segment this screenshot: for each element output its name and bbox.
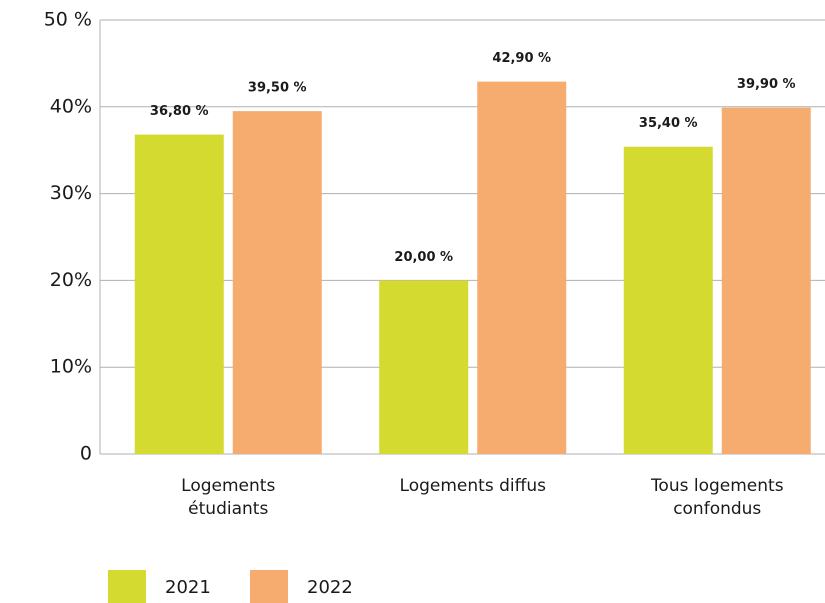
bar [232,111,322,454]
bar [623,146,713,454]
y-tick-label: 0 [80,443,92,465]
y-tick-label: 50 % [44,9,92,31]
value-label: 42,90 % [492,51,551,66]
legend-swatch [250,570,288,603]
legend-label: 2022 [307,577,353,598]
x-tick-label: Logements étudiants [181,476,276,519]
y-tick-label: 40% [50,95,92,117]
bar [477,81,567,455]
x-tick-label: Tous logements confondus [650,476,784,519]
y-tick-label: 20% [50,269,92,291]
value-label: 36,80 % [150,104,209,119]
value-label: 39,50 % [248,81,307,96]
legend-swatch [108,570,146,603]
legend-label: 2021 [165,577,211,598]
bar [134,134,224,455]
value-label: 39,90 % [737,77,796,92]
y-tick-label: 30% [50,182,92,204]
bar [379,280,469,454]
x-tick-label: Logements diffus [399,476,546,496]
bar [721,107,811,454]
value-label: 35,40 % [639,116,698,131]
y-tick-label: 10% [50,356,92,378]
value-label: 20,00 % [394,250,453,265]
